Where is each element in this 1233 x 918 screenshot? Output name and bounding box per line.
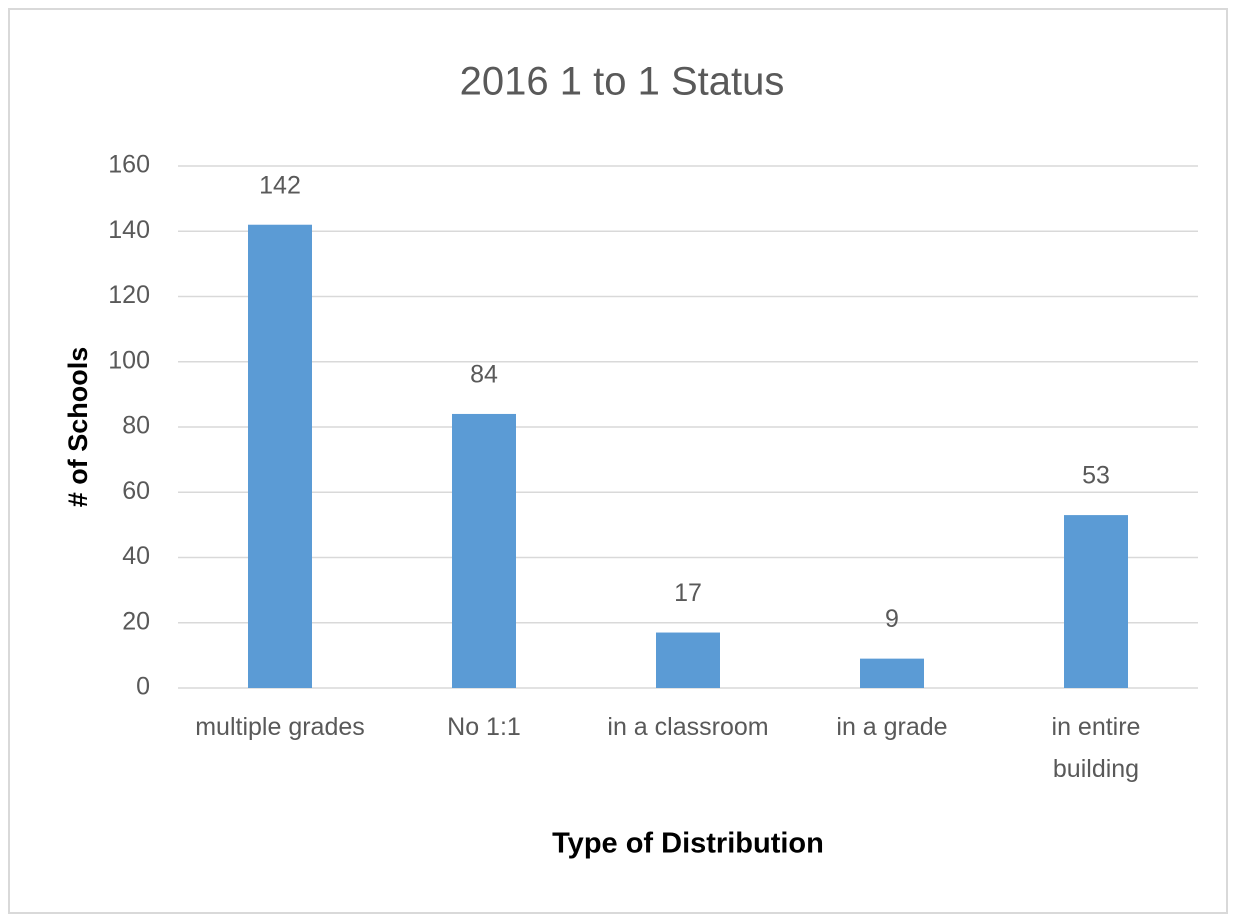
y-tick-label: 40 xyxy=(122,542,150,570)
bar xyxy=(860,658,924,688)
x-tick-label: multiple grades xyxy=(195,713,365,741)
bar xyxy=(1064,515,1128,688)
chart-border xyxy=(8,8,1228,914)
x-tick-label: in a grade xyxy=(836,713,948,741)
y-tick-label: 0 xyxy=(136,673,150,701)
y-tick-label: 80 xyxy=(122,412,150,440)
x-axis-title: Type of Distribution xyxy=(552,828,824,860)
y-tick-label: 140 xyxy=(108,216,150,244)
y-tick-label: 160 xyxy=(108,151,150,179)
y-tick-label: 100 xyxy=(108,346,150,374)
chart-title: 2016 1 to 1 Status xyxy=(460,60,785,104)
x-tick-label: in a classroom xyxy=(607,713,769,741)
data-label: 84 xyxy=(470,361,498,389)
x-tick-label: No 1:1 xyxy=(447,713,521,741)
bar xyxy=(248,224,312,688)
y-tick-label: 20 xyxy=(122,607,150,635)
data-label: 53 xyxy=(1082,462,1110,490)
y-axis-title: # of Schools xyxy=(63,347,93,508)
data-label: 142 xyxy=(259,171,301,199)
data-label: 17 xyxy=(674,579,702,607)
y-tick-label: 60 xyxy=(122,477,150,505)
bar xyxy=(656,632,720,688)
x-tick-label: in entire building xyxy=(1051,713,1141,783)
data-label: 9 xyxy=(885,605,899,633)
bar xyxy=(452,413,516,688)
y-tick-label: 120 xyxy=(108,281,150,309)
